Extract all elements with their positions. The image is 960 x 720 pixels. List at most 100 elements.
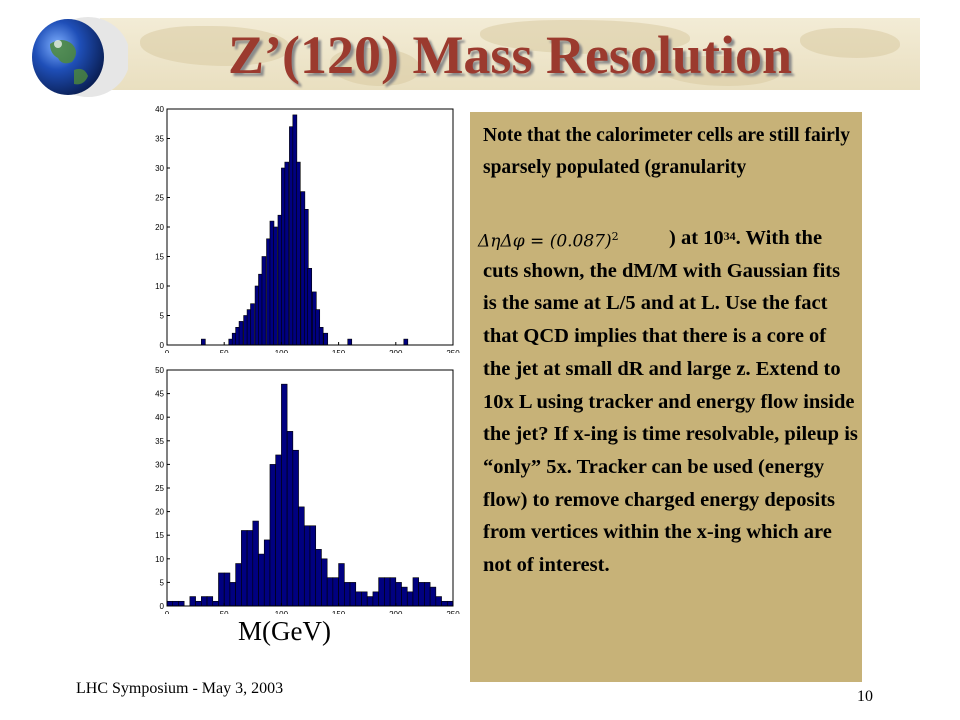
hist-bottom-bar — [326, 577, 334, 607]
hist-bottom-bar — [241, 530, 248, 607]
hist-bottom-bar — [212, 600, 219, 607]
hist-bottom-bar — [229, 582, 236, 607]
hist-top-bar — [403, 338, 409, 346]
hist-top-bar — [284, 161, 290, 346]
note-text-pre: ) at 10 — [669, 227, 724, 249]
hist-bottom-x-tick-label: 150 — [332, 610, 346, 614]
hist-top-y-tick-label: 0 — [160, 341, 165, 350]
hist-top-y-tick-label: 5 — [160, 312, 165, 321]
hist-bottom-y-tick-label: 50 — [155, 366, 164, 375]
hist-bottom-y-tick-label: 5 — [160, 578, 165, 587]
hist-bottom-bar — [269, 464, 276, 607]
note-panel: Note that the calorimeter cells are stil… — [470, 112, 862, 682]
hist-top-bar — [295, 161, 301, 346]
hist-top-x-tick-label: 50 — [220, 349, 229, 353]
note-text-rest: . With the cuts shown, the dM/M with Gau… — [483, 227, 858, 577]
hist-top-y-tick-label: 15 — [155, 253, 164, 262]
hist-bottom-x-tick-label: 250 — [446, 610, 460, 614]
hist-bottom-x-tick-label: 100 — [275, 610, 289, 614]
footer-text: LHC Symposium - May 3, 2003 — [76, 680, 284, 697]
hist-bottom-bar — [258, 553, 265, 607]
hist-bottom-bar — [298, 506, 305, 607]
hist-bottom-bar — [424, 582, 431, 607]
luminosity-exponent: 34 — [723, 229, 736, 243]
hist-top-bar — [318, 327, 324, 346]
hist-top-bar — [323, 332, 329, 346]
hist-bottom-bar — [321, 558, 328, 607]
hist-bottom-y-tick-label: 45 — [155, 390, 164, 399]
hist-top-bar — [273, 226, 278, 346]
hist-top-x-tick-label: 100 — [275, 349, 289, 353]
hist-bottom-bar — [315, 549, 322, 607]
hist-top-x-tick-label: 0 — [165, 349, 170, 353]
hist-bottom-bar — [263, 539, 271, 607]
globe-logo — [28, 14, 130, 100]
title-banner — [100, 18, 920, 90]
formula-text: ΔηΔφ = (0.087) — [478, 231, 612, 252]
hist-bottom-y-tick-label: 0 — [160, 602, 165, 611]
hist-bottom-bar — [366, 596, 374, 607]
hist-top-x-tick-label: 200 — [389, 349, 403, 353]
hist-top-y-tick-label: 30 — [155, 164, 164, 173]
hist-bottom-bar — [206, 596, 214, 607]
hist-bottom-bar — [355, 591, 362, 607]
hist-bottom-bar — [166, 600, 174, 607]
hist-bottom-bar — [406, 591, 414, 607]
hist-top-x-tick-label: 150 — [332, 349, 346, 353]
hist-top-x-tick-label: 250 — [446, 349, 460, 353]
hist-bottom-bar — [446, 600, 454, 607]
hist-top-bar — [238, 321, 244, 346]
formula-exponent: 2 — [611, 230, 619, 243]
hist-bottom-bar — [172, 600, 179, 607]
hist-bottom-bar — [275, 454, 282, 607]
hist-top-bar — [201, 338, 206, 346]
hist-bottom-bar — [395, 582, 402, 607]
hist-bottom-bar — [309, 525, 317, 607]
hist-bottom-y-tick-label: 10 — [155, 555, 164, 564]
hist-bottom-bar — [361, 591, 368, 607]
page-number: 10 — [857, 688, 873, 705]
hist-top-y-tick-label: 10 — [155, 282, 164, 291]
hist-bottom-bar — [401, 586, 408, 607]
hist-bottom-y-tick-label: 25 — [155, 484, 164, 493]
hist-bottom-bar — [281, 383, 288, 607]
hist-bottom-y-tick-label: 35 — [155, 437, 164, 446]
hist-bottom-bar — [286, 431, 294, 607]
note-paragraph-2: ) at 1034. With the cuts shown, the dM/M… — [483, 222, 858, 582]
slide-title: Z’(120) Mass Resolution — [228, 25, 792, 85]
hist-bottom-bar — [418, 582, 425, 607]
hist-top-y-tick-label: 25 — [155, 194, 164, 203]
hist-bottom-x-tick-label: 0 — [165, 610, 170, 614]
hist-bottom-bar — [372, 591, 379, 607]
hist-bottom-bar — [195, 600, 202, 607]
hist-bottom-y-tick-label: 30 — [155, 460, 164, 469]
hist-bottom-bar — [178, 600, 185, 607]
histogram-top: 0 50 100 150 200 250 0 5 10 15 20 25 30 35 40 — [155, 105, 460, 353]
hist-top-bar — [347, 338, 353, 346]
hist-top-bar — [261, 256, 267, 346]
hist-bottom-x-tick-label: 200 — [389, 610, 403, 614]
hist-bottom-bar — [201, 596, 208, 607]
hist-top-bar — [307, 268, 313, 346]
hist-bottom-bar — [344, 582, 351, 607]
hist-bottom-bar — [303, 525, 311, 607]
hist-top-y-tick-label: 40 — [155, 105, 164, 114]
hist-bottom-bar — [384, 577, 391, 607]
hist-bottom-bar — [252, 520, 259, 607]
x-axis-unit-label: M(GeV) — [238, 616, 331, 646]
hist-bottom-bar — [292, 449, 299, 607]
hist-bottom-bar — [378, 577, 385, 607]
hist-bottom-bar — [441, 600, 448, 607]
hist-bottom-bar — [223, 572, 231, 607]
hist-bottom-y-tick-label: 40 — [155, 413, 164, 422]
note-paragraph-1: Note that the calorimeter cells are stil… — [483, 125, 850, 178]
hist-bottom-bar — [412, 577, 419, 607]
granularity-formula: ΔηΔφ = (0.087)2 — [478, 230, 619, 252]
hist-bottom-bar — [389, 577, 397, 607]
histogram-bottom: 0 50 100 150 200 250 0 5 10 15 20 25 30 35 40 45 50 — [155, 366, 460, 614]
hist-bottom-bar — [435, 596, 442, 607]
hist-top-y-tick-label: 35 — [155, 135, 164, 144]
hist-top-bar — [250, 303, 255, 346]
hist-bottom-y-tick-label: 20 — [155, 508, 164, 517]
hist-bottom-bar — [218, 572, 225, 607]
